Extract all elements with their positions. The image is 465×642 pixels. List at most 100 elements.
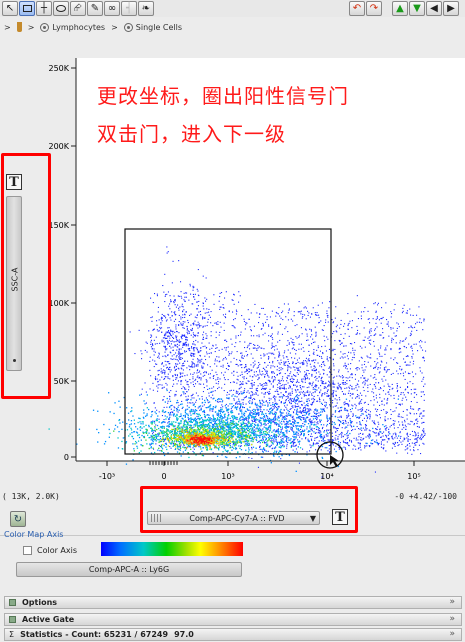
scatter-point (202, 338, 204, 340)
freehand-gate-icon[interactable]: ✎ (87, 1, 103, 16)
scatter-point (378, 434, 380, 436)
scatter-point (281, 412, 283, 414)
scatter-point (203, 338, 205, 340)
scatter-point (422, 429, 424, 431)
scatter-point (266, 319, 268, 321)
scatter-point (329, 429, 331, 431)
link-icon[interactable]: ∞ (104, 1, 120, 16)
scatter-point (174, 345, 176, 347)
scatter-point (245, 441, 247, 443)
scatter-point (177, 360, 179, 362)
scatter-point (251, 432, 253, 434)
scatter-point (244, 388, 246, 390)
scatter-point (325, 382, 327, 384)
redo-icon[interactable]: ↷ (366, 1, 382, 16)
scatter-point (192, 409, 194, 411)
scatter-point (211, 425, 213, 428)
scatter-point (240, 424, 242, 427)
scatter-point (161, 320, 163, 322)
scatter-point (177, 353, 179, 355)
scatter-point (192, 293, 194, 295)
scatter-point (257, 344, 259, 346)
scatter-point (287, 368, 289, 370)
breadcrumb-item-single-cells[interactable]: Single Cells (123, 22, 182, 32)
up-arrow-icon[interactable]: ▲ (392, 1, 408, 16)
scatter-point (278, 379, 280, 381)
quadrant-gate-icon[interactable]: ┼ (36, 1, 52, 16)
spider-gate-icon[interactable]: ┥ (121, 1, 137, 16)
scatter-point (283, 387, 285, 389)
scatter-point (183, 299, 185, 301)
sample-tube-icon[interactable] (16, 22, 22, 32)
scatter-point (196, 415, 198, 417)
scatter-point (336, 386, 338, 388)
scatter-point (328, 448, 330, 450)
down-arrow-icon[interactable]: ▼ (409, 1, 425, 16)
scatter-point (222, 314, 224, 316)
scatter-point (348, 386, 350, 388)
scatter-point (316, 417, 318, 419)
scatter-point (251, 452, 253, 454)
scatter-point (390, 328, 392, 330)
scatter-point (235, 448, 237, 450)
scatter-point (355, 387, 357, 389)
scatter-point (169, 295, 171, 297)
scatter-point (173, 302, 175, 304)
pointer-icon[interactable]: ↖ (2, 1, 18, 16)
scatter-point (310, 422, 312, 424)
scatter-point (191, 329, 193, 331)
scatter-point (192, 447, 194, 449)
scatter-point (186, 367, 188, 369)
scatter-point (210, 408, 212, 410)
scatter-point (403, 358, 405, 360)
scatter-point (273, 396, 275, 398)
scatter-point (234, 346, 236, 348)
polygon-gate-icon[interactable]: ⮳ (70, 1, 86, 16)
scatter-point (231, 372, 233, 374)
scatter-point (192, 303, 194, 305)
scatter-point (391, 437, 393, 439)
scatter-point (197, 305, 199, 307)
scatter-point (308, 312, 310, 314)
scatter-point (338, 448, 340, 450)
scatter-point (272, 386, 274, 388)
right-arrow-icon[interactable]: ▶ (443, 1, 459, 16)
scatter-point (351, 441, 353, 443)
ellipse-gate-icon[interactable] (53, 1, 69, 16)
scatter-point (231, 430, 233, 433)
scatter-point (386, 323, 388, 325)
scatter-point (298, 415, 300, 417)
scatter-point (204, 426, 206, 428)
left-arrow-icon[interactable]: ◀ (426, 1, 442, 16)
scatter-point (374, 302, 376, 304)
scatter-point (241, 367, 243, 369)
scatter-point (253, 413, 256, 415)
scatter-point (306, 451, 308, 453)
scatter-point (377, 349, 379, 351)
scatter-point (255, 392, 257, 394)
scatter-point (154, 411, 156, 413)
scatter-point (242, 402, 244, 404)
scatter-point (178, 332, 180, 334)
scatter-point (360, 437, 362, 439)
scatter-point (194, 410, 196, 412)
undo-icon[interactable]: ↶ (349, 1, 365, 16)
scatter-point (203, 372, 205, 374)
scatter-point (406, 414, 408, 416)
scatter-point (279, 363, 281, 365)
scatter-point (296, 399, 298, 401)
scatter-point (250, 431, 252, 433)
scatter-point (306, 363, 308, 365)
plot-area[interactable]: 250K 200K 150K 100K 50K 0 -10³ 0 10³ 10⁴ 10⁵ 更改坐标… (0, 36, 465, 486)
scatter-point (251, 399, 253, 401)
scatter-point (279, 450, 281, 452)
scatter-point (152, 441, 154, 443)
tri-gate-icon[interactable]: ❧ (138, 1, 154, 16)
scatter-point (180, 419, 182, 422)
breadcrumb-item-lymphocytes[interactable]: Lymphocytes (40, 22, 105, 32)
scatter-point (276, 444, 278, 446)
rectangle-gate-icon[interactable] (19, 1, 35, 16)
scatter-point (310, 447, 312, 449)
scatter-point (364, 307, 366, 309)
